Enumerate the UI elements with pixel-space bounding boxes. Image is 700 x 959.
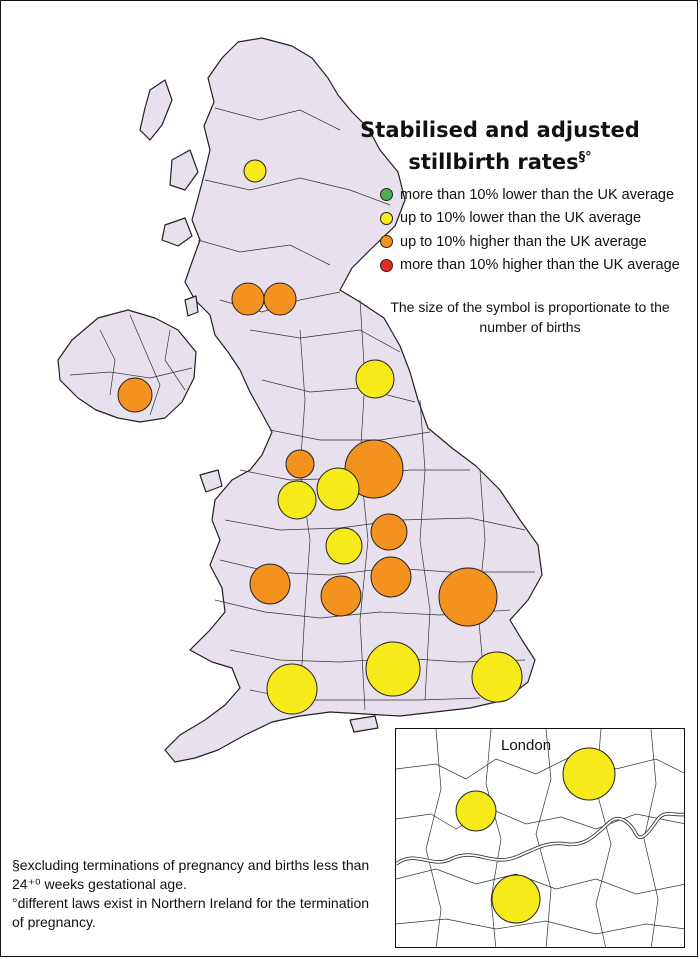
marker-kent — [471, 651, 523, 703]
legend-label: up to 10% higher than the UK average — [400, 233, 647, 250]
marker-cheshire-merseyside — [277, 480, 317, 520]
legend-item-much-lower: more than 10% lower than the UK average — [380, 183, 700, 207]
island-arran — [184, 295, 199, 317]
marker-south-west — [266, 663, 318, 715]
marker-glasgow-west — [231, 282, 265, 316]
marker-staffordshire — [325, 527, 363, 565]
symbol-size-note: The size of the symbol is proportionate … — [390, 299, 670, 335]
legend-item-lower: up to 10% lower than the UK average — [380, 207, 700, 231]
london-boroughs — [396, 729, 684, 947]
island-skye — [169, 149, 199, 191]
legend-label: up to 10% lower than the UK average — [400, 210, 642, 227]
footnotes: §excluding terminations of pregnancy and… — [12, 856, 382, 932]
legend: more than 10% lower than the UK average … — [380, 183, 700, 277]
london-marker-north-central — [562, 747, 616, 801]
london-inset-map — [396, 729, 684, 947]
data-markers — [117, 159, 523, 715]
island-mull — [161, 217, 193, 247]
legend-swatch-orange — [380, 235, 393, 249]
legend-item-much-higher: more than 10% higher than the UK average — [380, 254, 700, 278]
title-line-2: stillbirth rates — [408, 150, 579, 174]
footnote-terminations: §excluding terminations of pregnancy and… — [12, 857, 370, 892]
marker-north-east — [355, 359, 395, 399]
marker-glasgow-east — [263, 282, 297, 316]
legend-label: more than 10% lower than the UK average — [400, 186, 675, 203]
marker-northamptonshire — [370, 556, 412, 598]
marker-west-midlands — [320, 575, 362, 617]
footnote-northern-ireland: °different laws exist in Northern Irelan… — [12, 895, 370, 930]
marker-east-midlands — [370, 513, 408, 551]
marker-lancashire — [285, 449, 315, 479]
legend-item-higher: up to 10% higher than the UK average — [380, 230, 700, 254]
marker-east-of-england — [438, 567, 498, 627]
marker-wessex — [365, 641, 421, 697]
marker-wales — [249, 563, 291, 605]
island-wight — [349, 715, 379, 733]
london-marker-south — [491, 874, 541, 924]
legend-swatch-yellow — [380, 211, 393, 225]
london-marker-north-west — [455, 790, 497, 832]
marker-highland — [243, 159, 267, 183]
island-anglesey — [199, 469, 223, 493]
island-lewis — [139, 79, 173, 141]
title-marks: §° — [578, 150, 592, 165]
london-label: London — [501, 737, 552, 754]
legend-label: more than 10% higher than the UK average — [400, 257, 680, 274]
legend-swatch-green — [380, 188, 393, 202]
northern-ireland-landmass — [57, 309, 197, 423]
map-title: Stabilised and adjusted stillbirth rates… — [330, 116, 670, 176]
region-boundaries — [69, 107, 535, 711]
marker-northern-ireland — [117, 377, 153, 413]
river-thames-inner — [396, 812, 684, 865]
london-inset: London — [395, 728, 685, 948]
title-line-1: Stabilised and adjusted — [360, 118, 640, 142]
marker-greater-manchester — [316, 467, 360, 511]
legend-swatch-red — [380, 258, 393, 272]
